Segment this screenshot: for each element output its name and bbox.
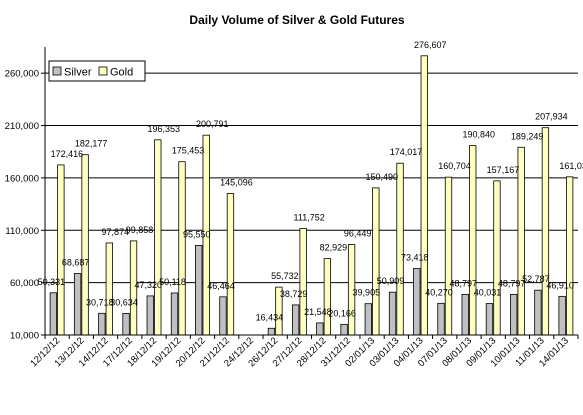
data-label-silver: 30,634 xyxy=(110,297,138,307)
bar-silver xyxy=(267,327,276,336)
bar-silver xyxy=(219,296,227,336)
y-tick-label: 160,000 xyxy=(5,173,39,184)
bar-gold xyxy=(57,164,65,336)
data-label-gold: 150,490 xyxy=(366,172,399,182)
data-label-silver: 46,910 xyxy=(546,280,574,290)
bar-silver xyxy=(170,292,179,336)
data-label-silver: 48,797 xyxy=(498,278,526,288)
data-label-silver: 16,434 xyxy=(256,312,284,322)
data-label-gold: 174,017 xyxy=(390,147,423,157)
bars xyxy=(49,55,574,336)
data-label-silver: 46,464 xyxy=(207,281,235,291)
bar-silver xyxy=(316,322,324,336)
y-tick-label: 110,000 xyxy=(5,226,39,237)
data-label-silver: 50,118 xyxy=(159,277,186,287)
legend-swatch-silver xyxy=(52,66,62,76)
legend-label-silver: Silver xyxy=(64,67,92,79)
bar-silver xyxy=(437,302,445,336)
bar-silver xyxy=(558,295,566,336)
data-labels: 50,331 172,416 68,687 182,177 30,718 97,874 30… xyxy=(38,40,583,322)
bar-gold xyxy=(323,258,332,336)
data-label-silver: 39,905 xyxy=(353,288,381,298)
bar-silver xyxy=(413,268,421,336)
data-label-silver: 68,687 xyxy=(62,258,90,268)
legend-box xyxy=(48,60,146,82)
data-label-gold: 97,874 xyxy=(102,227,130,237)
bar-gold xyxy=(178,161,186,336)
data-label-silver: 38,729 xyxy=(280,289,308,299)
data-label-gold: 111,752 xyxy=(294,212,325,222)
bar-gold xyxy=(517,146,525,336)
bar-silver xyxy=(485,303,494,336)
bar-silver xyxy=(388,291,397,336)
bar-gold xyxy=(396,162,404,336)
data-label-gold: 99,858 xyxy=(126,225,154,235)
bar-gold xyxy=(444,176,453,336)
bar-gold xyxy=(154,139,162,336)
data-label-silver: 48,797 xyxy=(449,278,477,288)
y-tick-label: 60,000 xyxy=(10,278,39,289)
axes xyxy=(44,47,579,339)
data-label-silver: 47,320 xyxy=(135,280,163,290)
bar-gold xyxy=(226,193,235,336)
bar-silver xyxy=(73,273,82,336)
bar-gold xyxy=(81,154,89,336)
data-label-gold: 82,929 xyxy=(320,243,348,253)
data-label-gold: 157,167 xyxy=(487,165,520,175)
bar-gold xyxy=(372,187,380,336)
data-label-gold: 160,704 xyxy=(438,161,471,171)
data-label-gold: 200,791 xyxy=(196,119,229,129)
bar-silver xyxy=(461,293,469,336)
data-label-gold: 190,840 xyxy=(462,130,495,140)
data-label-silver: 52,787 xyxy=(522,274,550,284)
data-label-gold: 161,039 xyxy=(559,161,583,171)
data-label-gold: 189,249 xyxy=(511,131,544,141)
legend-label-gold: Gold xyxy=(110,67,133,79)
data-label-silver: 40,270 xyxy=(425,287,453,297)
bar-gold xyxy=(299,228,307,336)
data-label-silver: 40,031 xyxy=(474,288,502,298)
data-label-silver: 30,718 xyxy=(86,297,114,307)
chart-title: Daily Volume of Silver & Gold Futures xyxy=(189,13,404,27)
bar-gold xyxy=(105,242,113,336)
bar-silver xyxy=(195,245,203,336)
bar-silver xyxy=(340,323,348,336)
bar-silver xyxy=(510,293,518,336)
data-label-gold: 182,177 xyxy=(75,139,108,149)
bar-gold xyxy=(565,176,574,336)
data-label-silver: 21,548 xyxy=(304,307,332,317)
bar-silver xyxy=(534,289,542,336)
data-label-gold: 196,353 xyxy=(147,124,180,134)
legend: Silver Gold xyxy=(48,60,146,82)
bar-silver xyxy=(146,295,154,336)
data-label-silver: 73,418 xyxy=(401,253,429,263)
bar-gold xyxy=(541,127,550,336)
data-label-silver: 50,331 xyxy=(38,277,66,287)
y-tick-label: 10,000 xyxy=(10,331,39,342)
data-label-silver: 95,550 xyxy=(183,229,211,239)
bar-silver xyxy=(364,303,372,336)
data-label-gold: 276,607 xyxy=(414,40,447,50)
data-label-gold: 145,096 xyxy=(220,178,253,188)
y-tick-label: 260,000 xyxy=(5,69,39,80)
data-label-gold: 96,449 xyxy=(344,228,372,238)
data-label-silver: 20,166 xyxy=(328,308,356,318)
bar-silver xyxy=(122,312,130,336)
data-label-gold: 175,453 xyxy=(172,146,205,156)
bar-gold xyxy=(493,180,501,336)
y-tick-label: 210,000 xyxy=(5,121,39,132)
data-label-gold: 55,732 xyxy=(271,271,299,281)
legend-swatch-gold xyxy=(98,66,108,76)
x-axis-ticks: 12/12/1213/12/1214/12/1217/12/1218/12/12… xyxy=(28,335,571,369)
bar-silver xyxy=(98,312,106,336)
bar-silver xyxy=(291,304,300,336)
bar-silver xyxy=(49,292,58,336)
data-label-silver: 50,909 xyxy=(377,276,405,286)
bar-gold xyxy=(469,145,477,336)
y-axis-ticks: 10,000 60,000 110,000 160,000 210,000 260,000 xyxy=(5,69,45,342)
data-label-gold: 207,934 xyxy=(535,112,568,122)
data-label-gold: 172,416 xyxy=(51,149,84,159)
